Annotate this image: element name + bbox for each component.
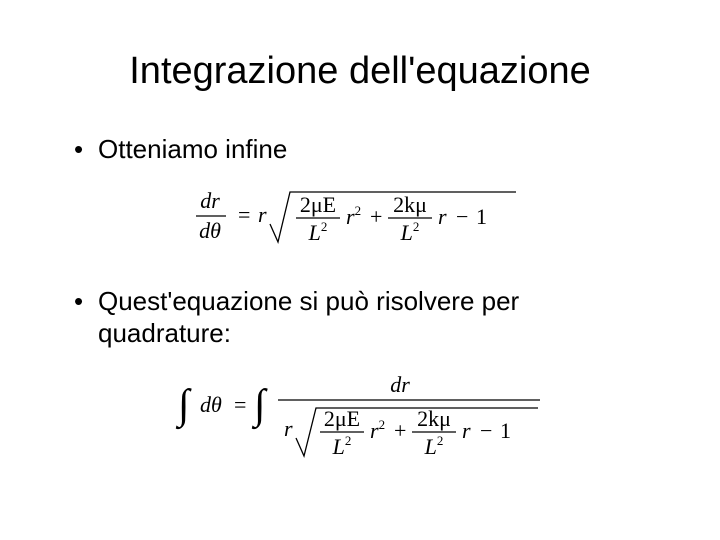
eq2-equals: =: [234, 392, 246, 417]
eq2-r3: r: [462, 418, 471, 443]
eq1-r2: r2: [346, 203, 361, 229]
eq2-minus: −: [480, 418, 492, 443]
eq1-plus: +: [370, 204, 382, 229]
eq1-t2-den: L2: [400, 219, 420, 245]
eq1-lhs-den: dθ: [199, 218, 221, 243]
equation-2: ∫ dθ = ∫ dr r 2μE L2 r2 +: [110, 368, 650, 467]
eq1-minus: −: [456, 204, 468, 229]
eq2-int1: ∫: [175, 382, 192, 430]
eq1-lhs-num: dr: [200, 188, 220, 213]
eq2-t1-den: L2: [332, 433, 352, 459]
eq1-t1-den: L2: [308, 219, 328, 245]
eq2-t1-num: 2μE: [324, 406, 360, 431]
eq2-t2-den: L2: [424, 433, 444, 459]
eq1-r: r: [258, 202, 267, 227]
slide: Integrazione dell'equazione Otteniamo in…: [0, 0, 720, 540]
eq1-one: 1: [476, 204, 487, 229]
eq1-r3: r: [438, 204, 447, 229]
bullet-item: Quest'equazione si può risolvere per qua…: [70, 285, 650, 350]
eq1-t2-num: 2kμ: [393, 192, 427, 217]
eq2-int2: ∫: [251, 382, 268, 430]
equation-1: dr dθ = r 2μE L2 r2 + 2kμ L2: [110, 184, 650, 255]
eq2-t2-num: 2kμ: [417, 406, 451, 431]
slide-title: Integrazione dell'equazione: [70, 50, 650, 93]
eq1-t1-num: 2μE: [300, 192, 336, 217]
eq1-equals: =: [238, 202, 250, 227]
eq2-dtheta: dθ: [200, 392, 222, 417]
eq2-num: dr: [390, 372, 410, 397]
eq2-plus: +: [394, 418, 406, 443]
eq2-one: 1: [500, 418, 511, 443]
bullet-item: Otteniamo infine: [70, 133, 650, 166]
eq2-r: r: [284, 416, 293, 441]
eq2-r2: r2: [370, 417, 385, 443]
